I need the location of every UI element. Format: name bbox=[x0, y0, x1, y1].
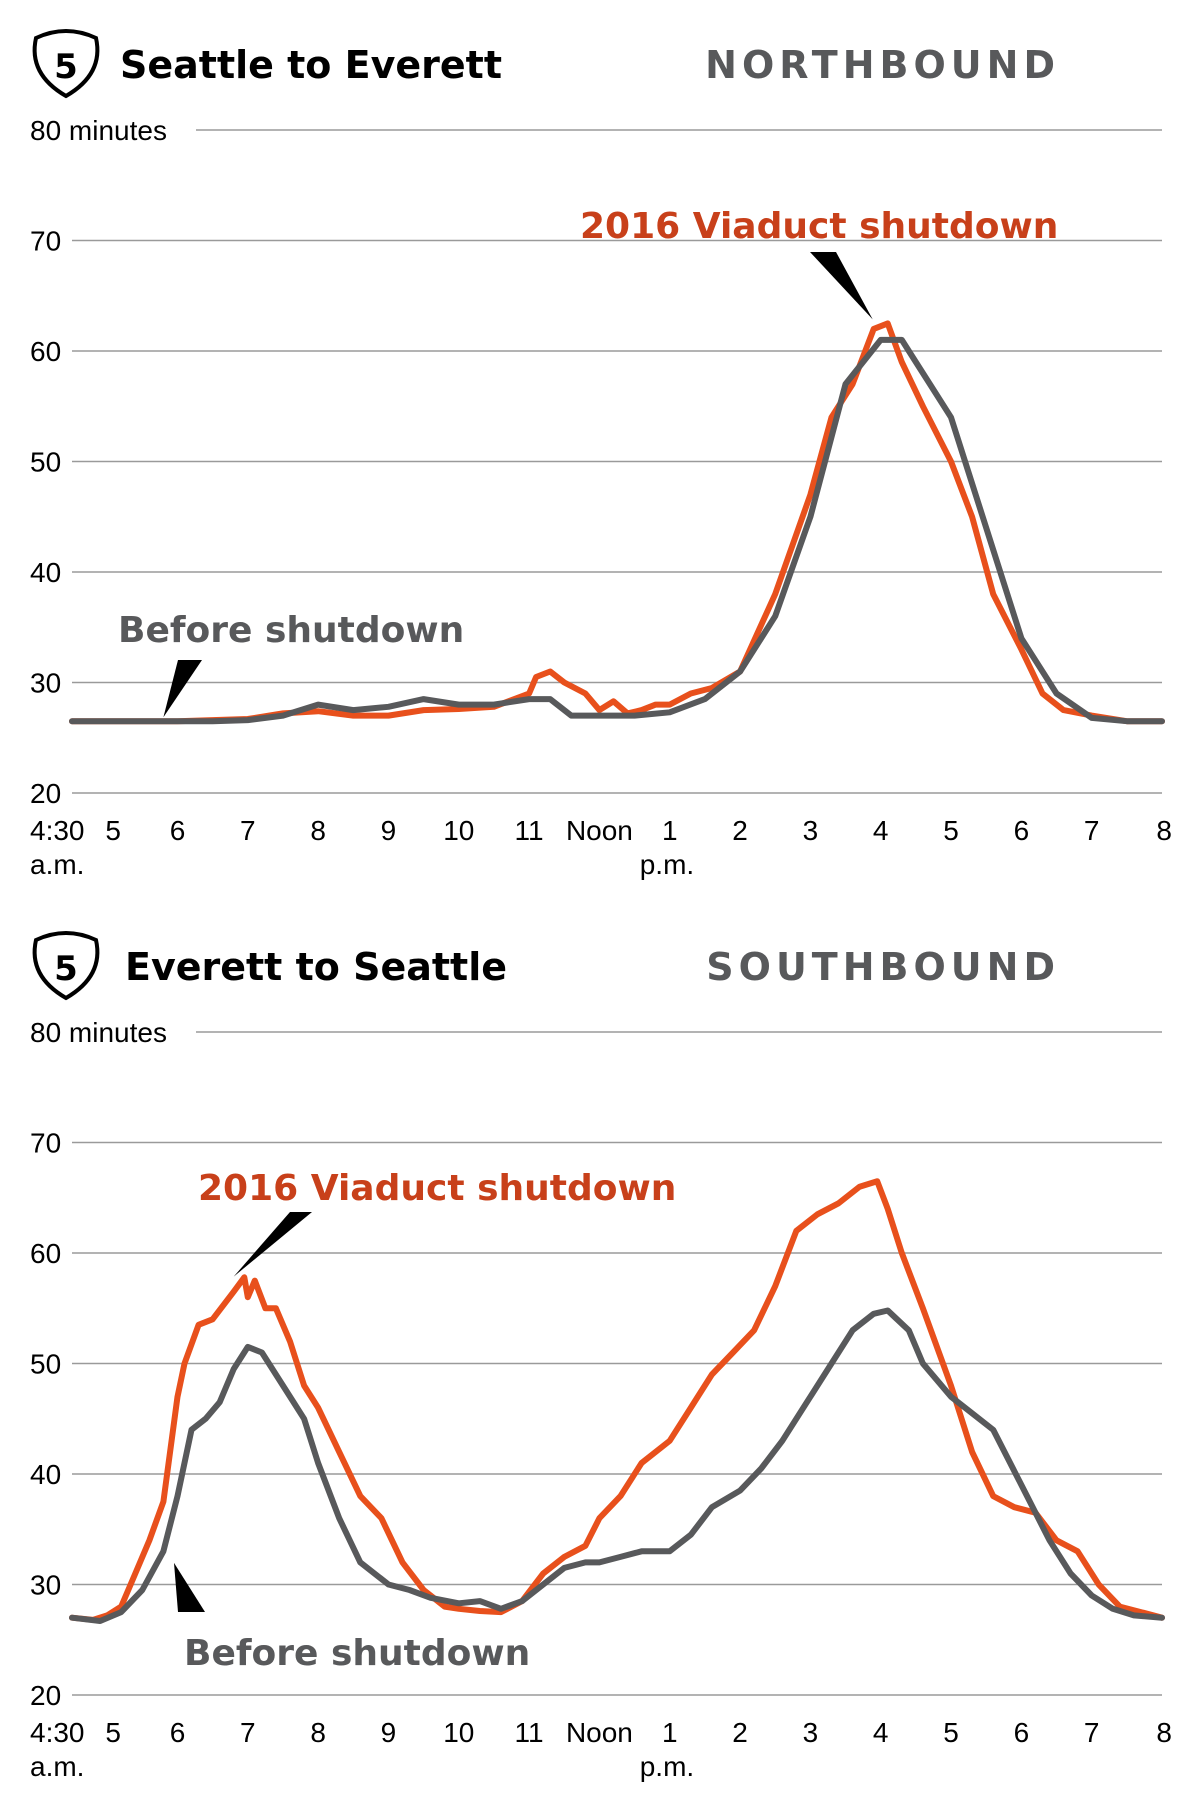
x-tick-label: 7 bbox=[1084, 815, 1100, 846]
direction-label: NORTHBOUND bbox=[705, 43, 1060, 87]
series-line-viaduct-shutdown bbox=[69, 1178, 1165, 1623]
x-tick-label: 10 bbox=[443, 1717, 474, 1748]
annotation-pointer bbox=[233, 1212, 312, 1277]
y-tick-label: 30 bbox=[30, 1570, 61, 1601]
annotation-pointer bbox=[810, 252, 873, 320]
x-tick-label: 11 bbox=[515, 1717, 544, 1748]
northbound-panel: 5 Seattle to Everett NORTHBOUND 80 minut… bbox=[30, 29, 1172, 880]
x-tick-label: 2 bbox=[732, 1717, 748, 1748]
y-tick-label: 80 minutes bbox=[30, 115, 167, 146]
x-tick-label: 5 bbox=[105, 1717, 121, 1748]
y-tick-label: 70 bbox=[30, 226, 61, 257]
x-tick-label: 5 bbox=[105, 815, 121, 846]
x-tick-label: 5 bbox=[943, 1717, 959, 1748]
x-tick-label: 1 bbox=[662, 1717, 678, 1748]
annotation-pointer bbox=[174, 1562, 205, 1612]
x-tick-label: 9 bbox=[381, 815, 397, 846]
x-tick-label: 6 bbox=[1014, 1717, 1030, 1748]
shield-number: 5 bbox=[54, 47, 78, 87]
gridlines bbox=[72, 1031, 1162, 1696]
y-tick-label: 40 bbox=[30, 1459, 61, 1490]
viaduct-shutdown-label: 2016 Viaduct shutdown bbox=[198, 1168, 676, 1209]
x-tick-label: 8 bbox=[310, 1717, 326, 1748]
interstate-5-shield-icon: 5 bbox=[32, 931, 100, 1001]
x-tick-label: 8 bbox=[1156, 1717, 1172, 1748]
y-tick-label: 20 bbox=[30, 1680, 61, 1711]
x-tick-label: 7 bbox=[1084, 1717, 1100, 1748]
x-tick-label: 4 bbox=[873, 1717, 889, 1748]
viaduct-shutdown-label: 2016 Viaduct shutdown bbox=[580, 206, 1058, 247]
annotations: 2016 Viaduct shutdown Before shutdown bbox=[174, 1168, 676, 1674]
x-tick-label: Noon bbox=[566, 815, 633, 846]
x-tick-label: 4:30 bbox=[30, 1717, 85, 1748]
y-tick-label: 20 bbox=[30, 778, 61, 809]
x-axis-ticks: 4:30a.m. 5 6 7 8 9 10 11 Noon 1p.m. 2 3 4 5 6 7 8 bbox=[30, 1717, 1172, 1782]
x-tick-sublabel: p.m. bbox=[640, 1751, 694, 1782]
x-tick-sublabel: a.m. bbox=[30, 849, 84, 880]
before-shutdown-label: Before shutdown bbox=[184, 1633, 530, 1674]
chart-title: Seattle to Everett bbox=[120, 43, 502, 87]
x-tick-label: 9 bbox=[381, 1717, 397, 1748]
series-line-viaduct-shutdown bbox=[69, 320, 1165, 725]
x-tick-label: Noon bbox=[566, 1717, 633, 1748]
interstate-5-shield-icon: 5 bbox=[32, 29, 100, 99]
x-axis-ticks: 4:30a.m. 5 6 7 8 9 10 11 Noon 1p.m. 2 3 4 5 6 7 8 bbox=[30, 815, 1172, 880]
x-tick-label: 4:30 bbox=[30, 815, 85, 846]
shield-number: 5 bbox=[54, 949, 78, 989]
series-lines bbox=[69, 320, 1165, 725]
x-tick-label: 3 bbox=[803, 1717, 819, 1748]
y-tick-label: 30 bbox=[30, 668, 61, 699]
y-tick-label: 60 bbox=[30, 336, 61, 367]
x-tick-label: 10 bbox=[443, 815, 474, 846]
x-tick-sublabel: a.m. bbox=[30, 1751, 84, 1782]
y-axis-ticks: 80 minutes 70 60 50 40 30 20 bbox=[30, 115, 167, 809]
gridlines bbox=[72, 129, 1162, 794]
x-tick-label: 3 bbox=[803, 815, 819, 846]
x-tick-label: 8 bbox=[310, 815, 326, 846]
chart-title: Everett to Seattle bbox=[125, 945, 507, 989]
x-tick-label: 4 bbox=[873, 815, 889, 846]
y-tick-label: 70 bbox=[30, 1128, 61, 1159]
x-tick-label: 8 bbox=[1156, 815, 1172, 846]
x-tick-label: 6 bbox=[1014, 815, 1030, 846]
y-tick-label: 50 bbox=[30, 447, 61, 478]
southbound-panel: 5 Everett to Seattle SOUTHBOUND 80 minut… bbox=[30, 931, 1172, 1782]
y-tick-label: 60 bbox=[30, 1238, 61, 1269]
y-tick-label: 40 bbox=[30, 557, 61, 588]
annotations: 2016 Viaduct shutdown Before shutdown bbox=[118, 206, 1058, 718]
x-tick-label: 2 bbox=[732, 815, 748, 846]
x-tick-label: 6 bbox=[170, 1717, 186, 1748]
annotation-pointer bbox=[163, 660, 202, 718]
x-tick-label: 7 bbox=[240, 1717, 256, 1748]
x-tick-label: 7 bbox=[240, 815, 256, 846]
x-tick-label: 5 bbox=[943, 815, 959, 846]
series-lines bbox=[69, 1178, 1165, 1624]
x-tick-label: 1 bbox=[662, 815, 678, 846]
series-line-before-shutdown bbox=[69, 1307, 1165, 1624]
x-tick-label: 11 bbox=[515, 815, 544, 846]
direction-label: SOUTHBOUND bbox=[706, 945, 1060, 989]
before-shutdown-label: Before shutdown bbox=[118, 610, 464, 651]
y-tick-label: 80 minutes bbox=[30, 1017, 167, 1048]
y-tick-label: 50 bbox=[30, 1349, 61, 1380]
x-tick-label: 6 bbox=[170, 815, 186, 846]
series-line-before-shutdown bbox=[69, 336, 1165, 725]
x-tick-sublabel: p.m. bbox=[640, 849, 694, 880]
y-axis-ticks: 80 minutes 70 60 50 40 30 20 bbox=[30, 1017, 167, 1711]
